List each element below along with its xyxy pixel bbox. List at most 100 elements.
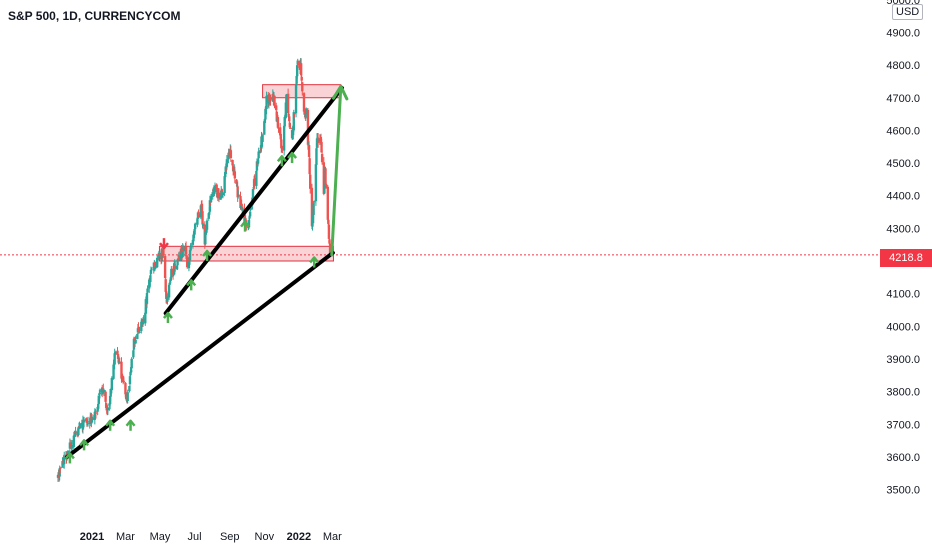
up-arrow-icon xyxy=(276,155,287,167)
candle-body xyxy=(97,395,101,404)
candle-body xyxy=(168,282,171,285)
candle-body xyxy=(98,392,102,394)
candle-body xyxy=(128,386,131,392)
time-axis[interactable]: 2021 Mar May Jul Sep Nov 2022 Mar xyxy=(80,531,342,543)
candle-body xyxy=(231,159,234,166)
candle-body xyxy=(241,206,244,210)
candle-body xyxy=(122,380,125,383)
currency-badge[interactable]: USD xyxy=(892,4,924,20)
candle-body xyxy=(177,255,180,257)
candle-body xyxy=(244,218,247,220)
up-arrow-icon xyxy=(186,279,197,291)
candle-body xyxy=(57,475,61,477)
candle-body xyxy=(106,407,110,411)
candle-body xyxy=(112,364,115,379)
candle-body xyxy=(199,205,203,218)
candle-body xyxy=(311,214,315,224)
arrow-head xyxy=(309,256,320,264)
candle-body xyxy=(133,337,137,342)
candle-body xyxy=(281,146,284,150)
candle-body xyxy=(181,247,184,257)
candle-body xyxy=(276,117,280,128)
candle-body xyxy=(259,148,263,150)
candle-body xyxy=(257,151,260,159)
candle-body xyxy=(74,431,78,433)
candle-body xyxy=(233,169,236,172)
candle-body xyxy=(70,445,74,449)
candle-body xyxy=(197,212,200,214)
candle-body xyxy=(74,432,77,434)
price-tick-label: 4100.0 xyxy=(886,289,920,301)
candle-body xyxy=(209,196,213,203)
candle-body xyxy=(237,194,241,196)
time-tick-label: May xyxy=(150,531,171,543)
candle-body xyxy=(211,192,214,197)
candle-body xyxy=(278,127,282,136)
candle-body xyxy=(176,259,179,266)
candle-body xyxy=(328,243,332,254)
price-tick-label: 5000.0 xyxy=(886,0,920,7)
candle-body xyxy=(196,219,199,225)
time-tick-label: Mar xyxy=(116,531,135,543)
candle-body xyxy=(300,76,303,81)
arrow-head xyxy=(202,249,213,257)
candle-body xyxy=(72,435,76,447)
candle-body xyxy=(273,95,276,107)
candle-body xyxy=(104,391,107,402)
candle-body xyxy=(69,442,72,445)
candle-body xyxy=(248,217,251,219)
candle-body xyxy=(192,234,195,242)
candle-body xyxy=(326,186,329,220)
candle-body xyxy=(97,403,100,409)
time-tick-label: Mar xyxy=(323,531,342,543)
candle-body xyxy=(102,389,106,393)
candle-body xyxy=(217,193,221,199)
up-arrow-icon xyxy=(105,419,116,431)
candle-body xyxy=(189,245,193,247)
arrow-head xyxy=(240,220,251,228)
candle-body xyxy=(73,431,77,437)
candle-body xyxy=(155,257,159,268)
candle-body xyxy=(286,93,290,114)
up-arrow-icon xyxy=(287,151,298,164)
candle-body xyxy=(255,161,259,171)
candle-body xyxy=(106,411,109,413)
candle-body xyxy=(295,75,298,84)
candle-body xyxy=(239,204,243,208)
candle-body xyxy=(124,382,127,395)
candle-body xyxy=(292,131,295,133)
candle-body xyxy=(301,82,304,92)
candle-body xyxy=(265,95,268,110)
candle-body xyxy=(137,326,140,329)
candle-body xyxy=(78,423,82,429)
candle-body xyxy=(284,102,288,118)
candle-body xyxy=(311,221,314,227)
candle-body xyxy=(136,333,139,339)
candle-body xyxy=(167,284,171,298)
candle-body xyxy=(289,127,292,129)
candle-body xyxy=(141,318,145,325)
candle-body xyxy=(96,406,99,412)
time-tick-label: Sep xyxy=(220,531,240,543)
chart-title: S&P 500, 1D, CURRENCYCOM xyxy=(8,9,181,23)
candle-body xyxy=(144,299,148,314)
candle-body xyxy=(60,466,64,468)
candle-body xyxy=(113,353,116,365)
arrow-head xyxy=(276,155,287,163)
candle-body xyxy=(261,134,264,142)
candle-body xyxy=(205,229,208,232)
candle-body xyxy=(86,423,89,425)
candle-body xyxy=(156,258,159,260)
arrow-head xyxy=(125,419,136,427)
candle-body xyxy=(316,138,320,144)
time-tick-label: Jul xyxy=(188,531,202,543)
candle-body xyxy=(185,255,188,260)
candle-body xyxy=(315,148,318,165)
candle-body xyxy=(153,261,157,267)
arrow-head xyxy=(186,279,197,287)
candle-body xyxy=(227,152,230,160)
candle-body xyxy=(264,108,267,120)
candle-body xyxy=(319,138,323,144)
candle-body xyxy=(154,266,157,269)
